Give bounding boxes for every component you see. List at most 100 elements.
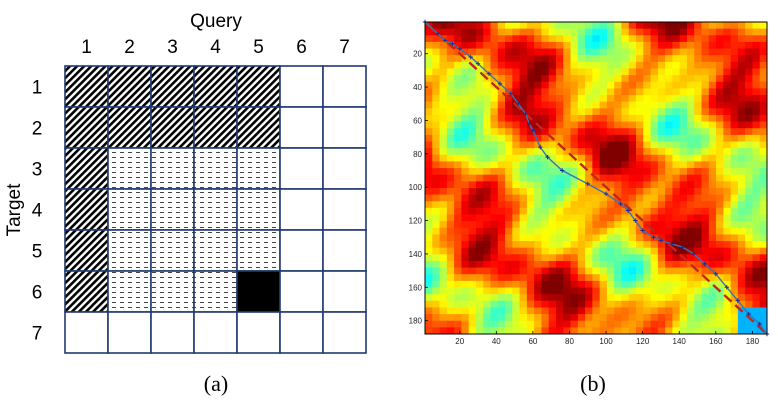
matrix-cell-empty [279, 147, 324, 190]
matrix-cell-empty [279, 65, 324, 108]
matrix-cell-empty [150, 311, 195, 354]
path-markers [422, 19, 770, 337]
path-point-marker [640, 228, 645, 233]
matrix-cell-empty [64, 311, 109, 354]
query-axis-title: Query [190, 11, 242, 32]
path-point-marker [691, 251, 697, 257]
matrix-cell-dash [193, 229, 238, 272]
path-point-marker [442, 38, 448, 43]
matrix-cell-hatch [236, 65, 281, 108]
matrix-cell-empty [236, 311, 281, 354]
matrix-cell-dash [236, 229, 281, 272]
path-point-marker [435, 31, 441, 36]
target-row-labels: 1 2 3 4 5 6 7 [32, 78, 43, 345]
path-point-marker [475, 61, 481, 66]
path-point-marker [625, 208, 631, 213]
matrix-cell-dash [150, 270, 195, 313]
matrix-cell-dash [236, 188, 281, 231]
path-point-marker [530, 128, 536, 133]
y-tick-label: 120 [409, 217, 423, 226]
path-point-marker [538, 144, 543, 150]
matrix-cell-dash [107, 229, 152, 272]
x-tick-label: 60 [528, 337, 537, 346]
y-tick-label: 160 [409, 283, 423, 292]
x-tick-label: 40 [492, 337, 501, 346]
panel-a-matrix: Query 1 2 3 4 5 6 7 Target 1 2 3 4 5 6 7 (a) [4, 11, 367, 396]
path-point-marker [523, 111, 528, 116]
matrix-cell-empty [322, 311, 367, 354]
panel-b-heatmap: 20 40 60 80 100 120 140 160 180 20 40 60 80 100 120 14… [409, 19, 770, 396]
similarity-heatmap [425, 22, 767, 334]
y-tick-label: 60 [413, 116, 422, 125]
path-point-marker [527, 121, 532, 126]
y-tick-label: 80 [413, 150, 422, 159]
caption-b: (b) [580, 371, 606, 396]
query-col-label: 4 [210, 37, 221, 58]
path-point-marker [724, 285, 729, 290]
y-tick-label: 140 [409, 250, 423, 259]
matrix-cell-dash [107, 188, 152, 231]
matrix-cell-dash [193, 188, 238, 231]
path-point-marker [669, 241, 675, 247]
matrix-cell-dash [150, 147, 195, 190]
path-point-marker [702, 261, 708, 267]
matrix-cell-hatch [236, 106, 281, 149]
matrix-cell-dash [150, 188, 195, 231]
path-point-marker [450, 41, 455, 46]
matrix-cell-hatch [64, 270, 109, 313]
path-point-marker [746, 311, 751, 317]
path-point-marker [651, 235, 656, 240]
matrix-cell-dash [150, 229, 195, 272]
y-tick-label: 100 [409, 183, 423, 192]
matrix-cell-dash [107, 270, 152, 313]
matrix-cell-empty [279, 106, 324, 149]
matrix-cell-hatch [193, 65, 238, 108]
matrix-cell-hatch [150, 65, 195, 108]
matrix-cell-empty [322, 106, 367, 149]
target-row-label: 7 [32, 324, 43, 345]
path-point-marker [486, 71, 492, 76]
x-tick-label: 160 [709, 337, 723, 346]
matrix-cell-empty [322, 270, 367, 313]
matrix-cell-empty [322, 65, 367, 108]
matrix-cell-hatch [64, 65, 109, 108]
matrix-cell-hatch [150, 106, 195, 149]
path-point-marker [545, 154, 550, 160]
matrix-cell-dash [193, 147, 238, 190]
x-axis-ticks: 20 40 60 80 100 120 140 160 180 [455, 331, 760, 346]
query-column-labels: 1 2 3 4 5 6 7 [81, 37, 350, 58]
matrix-cell-empty [107, 311, 152, 354]
path-point-marker [508, 91, 514, 96]
matrix-cell-empty [322, 229, 367, 272]
path-point-marker [735, 298, 740, 303]
query-col-label: 7 [339, 37, 350, 58]
x-tick-label: 180 [746, 337, 760, 346]
path-point-marker [757, 321, 762, 327]
query-col-label: 6 [296, 37, 307, 58]
target-axis-title: Target [4, 183, 25, 237]
matrix-cell-hatch [107, 65, 152, 108]
path-point-marker [713, 271, 718, 277]
matrix-cell-empty [193, 311, 238, 354]
matrix-cell-hatch [107, 106, 152, 149]
y-tick-label: 40 [413, 83, 422, 92]
matrix-cell-hatch [64, 229, 109, 272]
target-row-label: 4 [32, 201, 43, 222]
matrix-cell-hatch [64, 188, 109, 231]
query-col-label: 1 [81, 37, 92, 58]
path-point-marker [618, 201, 623, 207]
path-point-marker [468, 54, 473, 60]
x-tick-label: 80 [565, 337, 574, 346]
matrix-cell-empty [322, 147, 367, 190]
y-tick-label: 20 [413, 50, 422, 59]
matrix-cell-dash [107, 147, 152, 190]
diagonal-reference-line [424, 21, 768, 335]
matrix-cell-empty [322, 188, 367, 231]
path-point-marker [603, 191, 609, 197]
query-col-label: 5 [253, 37, 264, 58]
query-col-label: 3 [167, 37, 178, 58]
heatmap-frame [424, 21, 768, 335]
query-col-label: 2 [124, 37, 135, 58]
path-point-marker [497, 81, 503, 86]
